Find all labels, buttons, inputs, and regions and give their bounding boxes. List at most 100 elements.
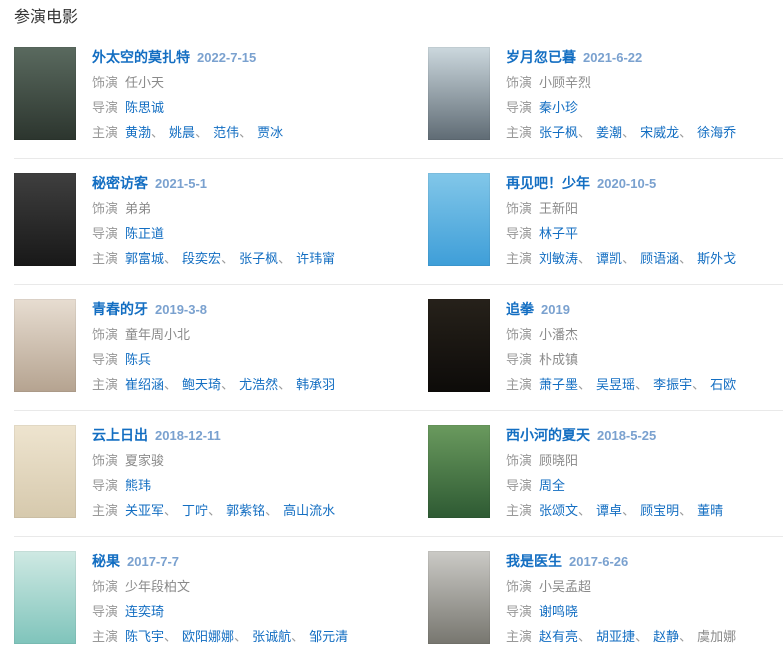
person-link[interactable]: 郭紫铭 — [226, 503, 266, 518]
person-link[interactable]: 高山流水 — [283, 503, 336, 518]
person-link[interactable]: 谢鸣晓 — [539, 604, 579, 619]
starring-row: 主演 陈飞宇、 欧阳娜娜、 张诚航、 邹元清 — [92, 627, 348, 647]
role-name: 顾晓阳 — [539, 453, 579, 468]
movie-title-link[interactable]: 青春的牙 — [92, 301, 148, 317]
person-link[interactable]: 陈正道 — [125, 226, 165, 241]
person-link[interactable]: 陈思诚 — [125, 100, 165, 115]
person-link[interactable]: 董晴 — [697, 503, 724, 518]
person-link[interactable]: 熊玮 — [125, 478, 152, 493]
person-link[interactable]: 周全 — [539, 478, 566, 493]
person-link[interactable]: 林子平 — [539, 226, 579, 241]
release-date: 2021-5-1 — [155, 176, 208, 191]
person-link[interactable]: 张子枫 — [539, 125, 579, 140]
movie-title-link[interactable]: 秘密访客 — [92, 175, 148, 191]
movie-title-link[interactable]: 西小河的夏天 — [506, 427, 590, 443]
movie-card: 青春的牙 2019-3-8 饰演 童年周小北 导演 陈兵 主演 崔绍涵、 鲍天琦、 尤浩然、… — [14, 299, 428, 395]
starring-row: 主演 刘敏涛、 谭凯、 顾语涵、 斯外戈 — [506, 249, 736, 269]
person-link[interactable]: 谭凯 — [596, 251, 623, 266]
starring-row: 主演 郭富城、 段奕宏、 张子枫、 许玮甯 — [92, 249, 335, 269]
person-link[interactable]: 张子枫 — [239, 251, 279, 266]
movie-poster[interactable] — [14, 425, 76, 518]
movie-poster[interactable] — [428, 551, 490, 644]
movie-poster[interactable] — [14, 47, 76, 140]
movie-card: 秘密访客 2021-5-1 饰演 弟弟 导演 陈正道 主演 郭富城、 段奕宏、 张子枫、 许玮… — [14, 173, 428, 269]
release-date: 2018-12-11 — [155, 428, 221, 443]
role-row: 饰演 任小天 — [92, 73, 283, 93]
movie-title-link[interactable]: 我是医生 — [506, 553, 562, 569]
movie-poster[interactable] — [428, 173, 490, 266]
role-label: 饰演 — [92, 201, 119, 216]
release-date: 2020-10-5 — [597, 176, 657, 191]
person-link[interactable]: 韩承羽 — [296, 377, 336, 392]
release-date: 2022-7-15 — [197, 50, 257, 65]
person-link[interactable]: 尤浩然 — [239, 377, 279, 392]
person-link[interactable]: 秦小珍 — [539, 100, 579, 115]
role-name: 小顾辛烈 — [539, 75, 592, 90]
movie-title-link[interactable]: 秘果 — [92, 553, 120, 569]
person-link[interactable]: 范伟 — [213, 125, 240, 140]
name-separator: 、 — [239, 125, 253, 140]
name-separator: 、 — [208, 503, 222, 518]
person-link[interactable]: 段奕宏 — [182, 251, 222, 266]
director-label: 导演 — [92, 352, 119, 367]
role-row: 饰演 童年周小北 — [92, 325, 335, 345]
name-separator: 、 — [679, 503, 693, 518]
movie-title-link[interactable]: 岁月忽已暮 — [506, 49, 576, 65]
movie-title-link[interactable]: 云上日出 — [92, 427, 148, 443]
starring-label: 主演 — [506, 503, 533, 518]
person-link[interactable]: 顾宝明 — [640, 503, 680, 518]
title-row: 我是医生 2017-6-26 — [506, 551, 736, 572]
movie-info: 我是医生 2017-6-26 饰演 小吴孟超 导演 谢鸣晓 主演 赵有亮、 胡亚捷、 赵静、… — [506, 551, 736, 647]
movie-poster[interactable] — [428, 299, 490, 392]
person-link[interactable]: 贾冰 — [257, 125, 284, 140]
director-label: 导演 — [92, 478, 119, 493]
movie-row: 秘果 2017-7-7 饰演 少年段柏文 导演 连奕琦 主演 陈飞宇、 欧阳娜娜、 张诚航、… — [14, 536, 783, 662]
person-link[interactable]: 萧子墨 — [539, 377, 579, 392]
person-link[interactable]: 姜潮 — [596, 125, 623, 140]
name-separator: 、 — [221, 251, 235, 266]
person-link[interactable]: 黄渤 — [125, 125, 152, 140]
person-link[interactable]: 崔绍涵 — [125, 377, 165, 392]
starring-row: 主演 萧子墨、 吴昱瑶、 李振宇、 石欧 — [506, 375, 736, 395]
title-row: 再见吧！少年 2020-10-5 — [506, 173, 736, 194]
person-link[interactable]: 刘敏涛 — [539, 251, 579, 266]
director-names: 谢鸣晓 — [539, 603, 578, 620]
role-name: 任小天 — [125, 75, 165, 90]
person-link[interactable]: 连奕琦 — [125, 604, 165, 619]
movie-card: 我是医生 2017-6-26 饰演 小吴孟超 导演 谢鸣晓 主演 赵有亮、 胡亚捷、 赵静、… — [428, 551, 783, 647]
name-separator: 、 — [265, 503, 279, 518]
person-link[interactable]: 李振宇 — [653, 377, 693, 392]
starring-row: 主演 黄渤、 姚晨、 范伟、 贾冰 — [92, 123, 283, 143]
movie-poster[interactable] — [428, 425, 490, 518]
movie-poster[interactable] — [428, 47, 490, 140]
person-link[interactable]: 张颂文 — [539, 503, 579, 518]
movie-poster[interactable] — [14, 551, 76, 644]
movie-info: 追拳 2019 饰演 小潘杰 导演 朴成镇 主演 萧子墨、 吴昱瑶、 李振宇、 石欧 — [506, 299, 736, 395]
movie-title-link[interactable]: 追拳 — [506, 301, 534, 317]
person-link[interactable]: 陈兵 — [125, 352, 152, 367]
person-link[interactable]: 鲍天琦 — [182, 377, 222, 392]
name-separator: 、 — [578, 251, 592, 266]
person-link[interactable]: 许玮甯 — [296, 251, 336, 266]
person-link[interactable]: 顾语涵 — [640, 251, 680, 266]
movie-title-link[interactable]: 外太空的莫扎特 — [92, 49, 190, 65]
director-row: 导演 熊玮 — [92, 476, 335, 496]
movie-title-link[interactable]: 再见吧！少年 — [506, 175, 590, 191]
person-link[interactable]: 斯外戈 — [697, 251, 737, 266]
starring-label: 主演 — [506, 125, 533, 140]
person-link[interactable]: 谭卓 — [596, 503, 623, 518]
person-link[interactable]: 姚晨 — [169, 125, 196, 140]
person-link[interactable]: 宋威龙 — [640, 125, 680, 140]
person-link[interactable]: 吴昱瑶 — [596, 377, 636, 392]
role-label: 饰演 — [506, 75, 533, 90]
movie-card: 再见吧！少年 2020-10-5 饰演 王新阳 导演 林子平 主演 刘敏涛、 谭凯、 顾语涵… — [428, 173, 783, 269]
director-names: 周全 — [539, 477, 565, 494]
person-link[interactable]: 丁咛 — [182, 503, 209, 518]
person-link[interactable]: 徐海乔 — [697, 125, 737, 140]
section-heading: 参演电影 — [14, 9, 79, 26]
person-link[interactable]: 石欧 — [710, 377, 737, 392]
movie-poster[interactable] — [14, 299, 76, 392]
person-link[interactable]: 郭富城 — [125, 251, 165, 266]
movie-poster[interactable] — [14, 173, 76, 266]
person-link[interactable]: 关亚军 — [125, 503, 165, 518]
